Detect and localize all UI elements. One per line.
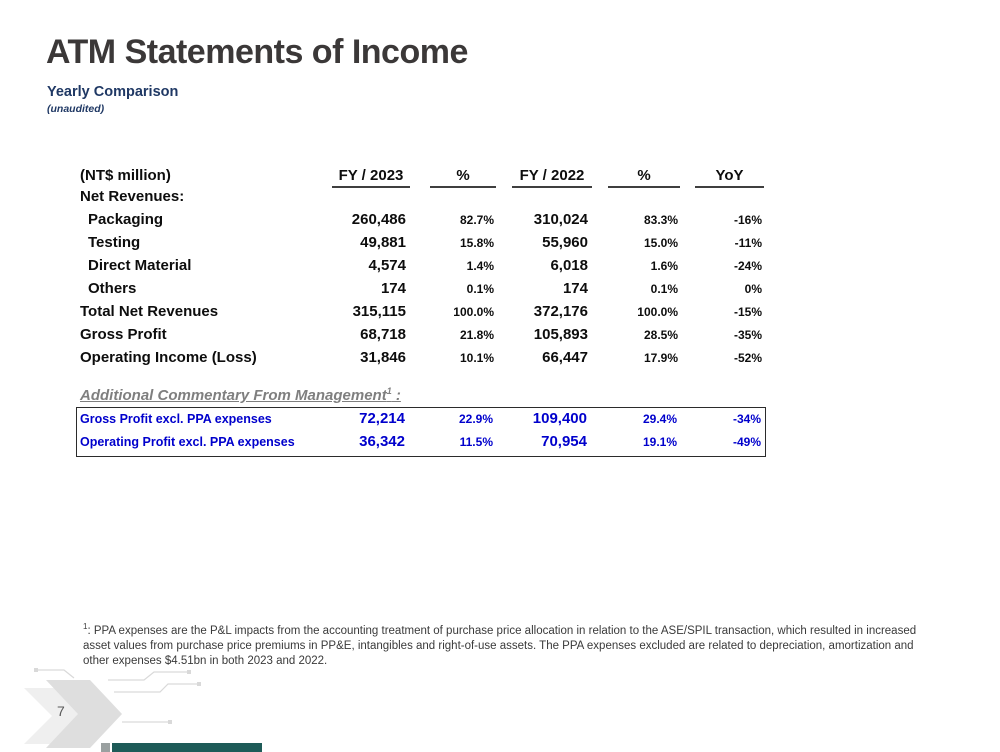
yoy-value: -11%	[734, 236, 762, 250]
gray-accent-chip	[101, 743, 110, 752]
fy2023-value: 49,881	[360, 234, 406, 251]
yoy-value: -34%	[732, 412, 761, 426]
row-label: Gross Profit	[80, 326, 167, 343]
fy2023-value: 315,115	[352, 303, 406, 320]
yoy-value: -15%	[733, 305, 762, 319]
commentary-box: Gross Profit excl. PPA expenses 72,214 2…	[76, 407, 766, 457]
fy2023-value: 260,486	[351, 211, 406, 228]
fy2023-pct: 0.1%	[466, 282, 494, 296]
fy2022-pct: 1.6%	[650, 259, 678, 273]
fy2022-pct: 0.1%	[650, 282, 678, 296]
yoy-value: -16%	[733, 213, 762, 227]
row-label: Others	[88, 280, 137, 297]
fy2022-value: 174	[562, 280, 588, 297]
table-row-packaging: Packaging 260,486 82.7% 310,024 83.3% -1…	[78, 211, 764, 234]
table-row-others: Others 174 0.1% 174 0.1% 0%	[78, 280, 764, 303]
fy2023-pct: 10.1%	[459, 351, 494, 365]
table-row-total-net-revenues: Total Net Revenues 315,115 100.0% 372,17…	[78, 303, 764, 326]
income-statement-table: (NT$ million) FY / 2023 % FY / 2022 % Yo…	[78, 162, 764, 372]
commentary-heading-text: Additional Commentary From Management	[80, 387, 387, 404]
footnote-text: : PPA expenses are the P&L impacts from …	[83, 624, 917, 668]
yoy-value: -49%	[732, 435, 761, 449]
row-label: Total Net Revenues	[80, 303, 219, 320]
fy2022-value: 6,018	[550, 257, 588, 274]
fy2022-pct: 15.0%	[643, 236, 678, 250]
yoy-value: -52%	[733, 351, 762, 365]
row-label: Direct Material	[88, 257, 192, 274]
fy2023-pct: 11.5%	[459, 435, 493, 449]
column-header-yoy: YoY	[695, 162, 764, 188]
fy2023-pct: 21.8%	[459, 328, 494, 342]
page-title: ATM Statements of Income	[46, 33, 468, 71]
section-label: Net Revenues:	[80, 188, 185, 205]
fy2022-value: 55,960	[542, 234, 588, 251]
fy2022-pct: 100.0%	[637, 305, 678, 319]
column-header-pct-2022: %	[608, 162, 680, 188]
column-header-pct-2023: %	[430, 162, 496, 188]
table-section-row: Net Revenues:	[78, 188, 764, 211]
fy2022-value: 105,893	[533, 326, 588, 343]
fy2022-value: 70,954	[541, 433, 587, 450]
yoy-value: 0%	[744, 282, 762, 296]
teal-accent-bar	[112, 743, 262, 752]
fy2023-pct: 1.4%	[466, 259, 494, 273]
fy2022-value: 66,447	[542, 349, 588, 366]
fy2023-value: 174	[380, 280, 406, 297]
row-label: Packaging	[88, 211, 164, 228]
table-row-direct-material: Direct Material 4,574 1.4% 6,018 1.6% -2…	[78, 257, 764, 280]
table-row-testing: Testing 49,881 15.8% 55,960 15.0% -11%	[78, 234, 764, 257]
fy2023-pct: 82.7%	[459, 213, 494, 227]
fy2023-value: 36,342	[359, 433, 405, 450]
table-header-row: (NT$ million) FY / 2023 % FY / 2022 % Yo…	[78, 162, 764, 188]
row-label: Operating Profit excl. PPA expenses	[80, 435, 295, 449]
fy2022-value: 310,024	[533, 211, 588, 228]
fy2023-pct: 15.8%	[459, 236, 494, 250]
subtitle: Yearly Comparison	[47, 84, 179, 100]
commentary-heading-footnote-ref: 1	[386, 386, 392, 396]
fy2023-value: 4,574	[368, 257, 406, 274]
circuit-chevron-decoration-icon	[24, 668, 201, 748]
column-header-fy2023: FY / 2023	[332, 162, 410, 188]
fy2023-pct: 22.9%	[458, 412, 493, 426]
commentary-heading: Additional Commentary From Management1 :	[80, 386, 401, 404]
table-row-operating-income: Operating Income (Loss) 31,846 10.1% 66,…	[78, 349, 764, 372]
commentary-row-gross-profit-excl-ppa: Gross Profit excl. PPA expenses 72,214 2…	[77, 410, 765, 433]
fy2022-pct: 19.1%	[642, 435, 677, 449]
yoy-value: -35%	[733, 328, 762, 342]
row-label: Operating Income (Loss)	[80, 349, 257, 366]
commentary-heading-suffix: :	[391, 387, 401, 404]
column-header-fy2022: FY / 2022	[512, 162, 592, 188]
fy2022-value: 109,400	[532, 410, 587, 427]
unit-label: (NT$ million)	[80, 167, 171, 184]
footnote-ref: 1	[83, 622, 88, 631]
fy2022-pct: 29.4%	[642, 412, 677, 426]
footnote: 1: PPA expenses are the P&L impacts from…	[83, 622, 931, 669]
row-label: Testing	[88, 234, 141, 251]
commentary-row-operating-profit-excl-ppa: Operating Profit excl. PPA expenses 36,3…	[77, 433, 765, 456]
fy2022-pct: 83.3%	[643, 213, 678, 227]
fy2022-pct: 17.9%	[643, 351, 678, 365]
yoy-value: -24%	[733, 259, 762, 273]
fy2022-pct: 28.5%	[643, 328, 678, 342]
fy2023-value: 68,718	[360, 326, 406, 343]
table-row-gross-profit: Gross Profit 68,718 21.8% 105,893 28.5% …	[78, 326, 764, 349]
audit-note: (unaudited)	[47, 103, 105, 115]
fy2023-pct: 100.0%	[453, 305, 494, 319]
fy2022-value: 372,176	[533, 303, 588, 320]
fy2023-value: 31,846	[360, 349, 406, 366]
row-label: Gross Profit excl. PPA expenses	[80, 412, 272, 426]
page-number: 7	[57, 703, 65, 719]
fy2023-value: 72,214	[359, 410, 405, 427]
